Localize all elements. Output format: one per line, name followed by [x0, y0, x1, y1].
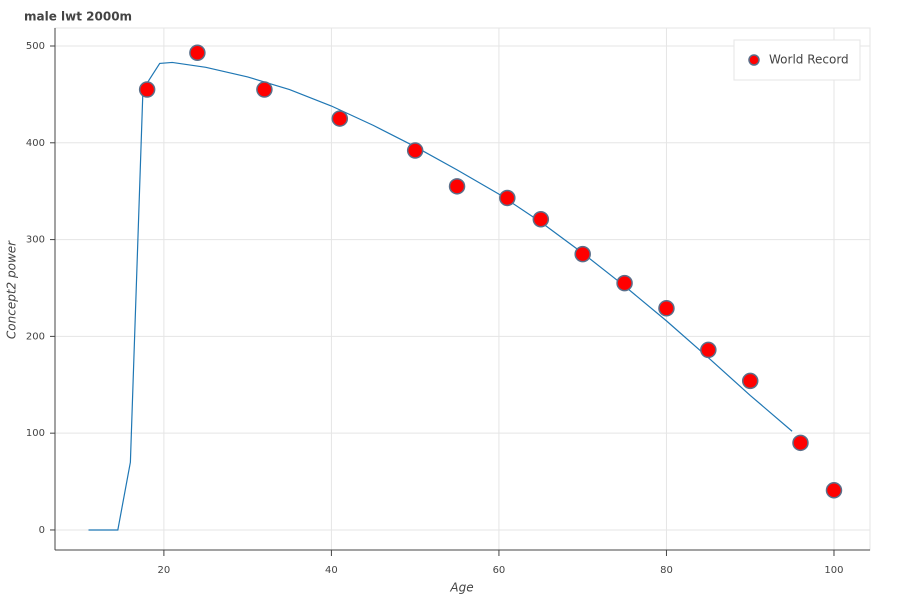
point — [658, 300, 675, 317]
legend-label: World Record — [769, 53, 849, 67]
point — [138, 81, 156, 98]
y-tick-label: 200 — [26, 331, 45, 342]
plot-frame — [54, 27, 871, 551]
point — [189, 44, 206, 62]
point — [700, 341, 717, 359]
x-tick-label: 40 — [325, 565, 338, 576]
y-tick-label: 400 — [26, 138, 45, 149]
point — [792, 434, 809, 452]
y-axis-label: Concept2 power — [5, 240, 19, 339]
x-tick-label: 20 — [158, 565, 171, 576]
point — [741, 372, 759, 390]
line — [88, 61, 793, 531]
point — [616, 274, 633, 292]
point — [256, 81, 273, 98]
point — [406, 142, 424, 159]
legend-marker — [748, 54, 760, 66]
chart-title: male lwt 2000m — [24, 10, 132, 24]
point — [825, 482, 843, 499]
point — [532, 211, 550, 228]
x-tick-label: 80 — [660, 565, 673, 576]
point — [574, 245, 591, 263]
x-tick-label: 60 — [493, 565, 506, 576]
point — [448, 178, 466, 195]
y-tick-label: 500 — [26, 41, 45, 52]
y-tick-label: 100 — [26, 428, 45, 439]
x-axis-label: Age — [449, 581, 473, 595]
y-tick-label: 300 — [26, 235, 45, 246]
point — [331, 110, 349, 127]
point — [499, 189, 516, 207]
y-tick-label: 0 — [39, 525, 45, 536]
x-tick-label: 100 — [824, 565, 843, 576]
